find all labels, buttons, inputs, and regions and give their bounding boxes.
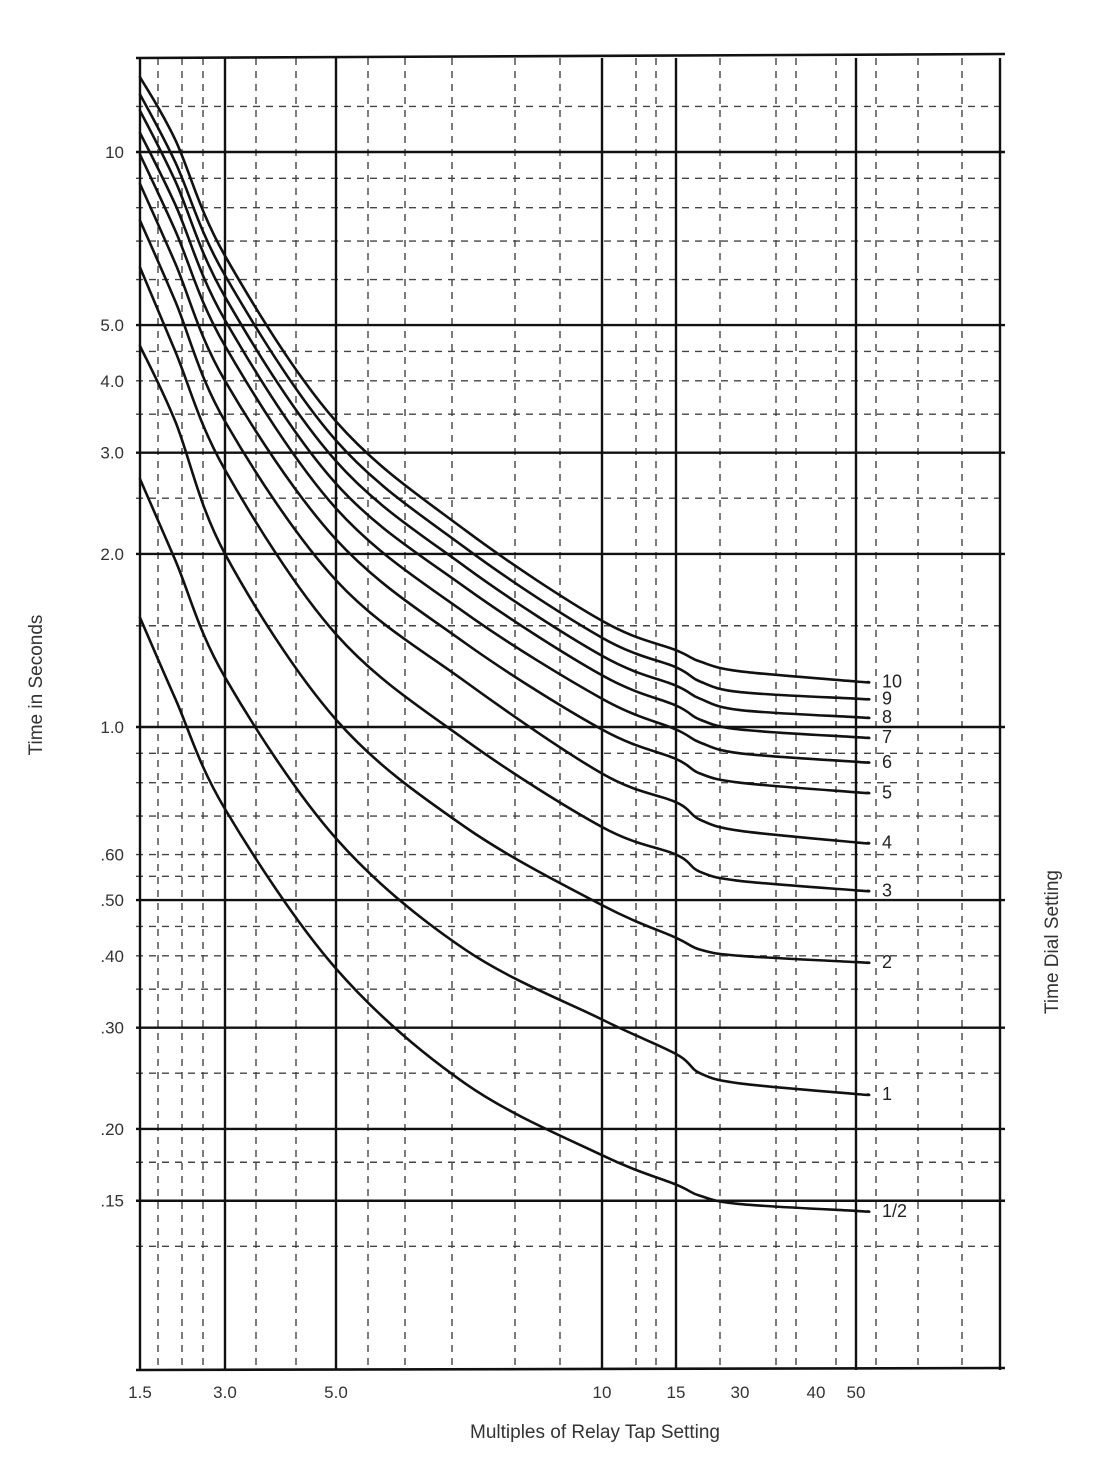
- y-tick-label: 4.0: [100, 372, 124, 391]
- curve-label-dial-4: 4: [882, 832, 892, 852]
- y-tick-label: 5.0: [100, 316, 124, 335]
- y-tick-label: 3.0: [100, 444, 124, 463]
- x-tick-label: 3.0: [213, 1383, 237, 1402]
- curve-label-dial-10: 10: [882, 671, 902, 691]
- x-tick-label: 50: [847, 1383, 866, 1402]
- curve-dial-8: [138, 109, 871, 720]
- curve-label-dial-5: 5: [882, 782, 892, 802]
- plot-frame-bottom: [135, 1366, 1006, 1372]
- curve-dial-6: [138, 153, 871, 764]
- curve-dial-7: [138, 131, 871, 740]
- y-tick-label: .15: [100, 1192, 124, 1211]
- x-tick-label: 5.0: [324, 1383, 348, 1402]
- curve-label-dial-1: 1: [882, 1084, 892, 1104]
- curve-label-dial-7: 7: [882, 727, 892, 747]
- curve-label-dial-3: 3: [882, 880, 892, 900]
- right-axis-label: Time Dial Setting: [1042, 870, 1063, 1014]
- y-tick-label: .50: [100, 891, 124, 910]
- x-tick-label: 10: [593, 1383, 612, 1402]
- curve-dial-3: [138, 266, 871, 893]
- minor-gridlines: [136, 58, 1005, 1370]
- y-tick-label: 2.0: [100, 545, 124, 564]
- curve-label-dial-1-2: 1/2: [882, 1201, 907, 1221]
- curve-dial-5: [138, 182, 871, 795]
- curve-dial-2: [138, 344, 871, 965]
- y-tick-label: .60: [100, 846, 124, 865]
- y-tick-label: 10: [105, 143, 124, 162]
- curve-dial-1: [138, 477, 871, 1097]
- curve-label-dial-9: 9: [882, 689, 892, 709]
- y-tick-label: .20: [100, 1120, 124, 1139]
- y-axis-tick-labels: 10 5.0 4.0 3.0 2.0 1.0 .60 .50 .40 .30 .20 .15: [100, 143, 124, 1211]
- curve-dial-9: [138, 93, 871, 701]
- x-axis-tick-labels: 1.5 3.0 5.0 10 15 30 40 50: [128, 1383, 865, 1402]
- y-tick-label: 1.0: [100, 718, 124, 737]
- time-dial-curves: [138, 75, 871, 1213]
- curve-label-dial-2: 2: [882, 952, 892, 972]
- curve-label-dial-8: 8: [882, 707, 892, 727]
- x-tick-label: 15: [667, 1383, 686, 1402]
- curve-label-dial-6: 6: [882, 752, 892, 772]
- x-tick-label: 1.5: [128, 1383, 152, 1402]
- y-tick-label: .40: [100, 947, 124, 966]
- major-gridlines: [135, 52, 1006, 1372]
- plot-frame-top: [135, 52, 1006, 60]
- y-axis-label: Time in Seconds: [26, 615, 47, 756]
- x-tick-label: 40: [807, 1383, 826, 1402]
- curve-dial-10: [138, 75, 871, 684]
- x-tick-label: 30: [731, 1383, 750, 1402]
- y-tick-label: .30: [100, 1019, 124, 1038]
- x-axis-label: Multiples of Relay Tap Setting: [470, 1422, 720, 1443]
- curve-dial-1-2: [138, 616, 871, 1213]
- curve-dial-4: [138, 219, 871, 845]
